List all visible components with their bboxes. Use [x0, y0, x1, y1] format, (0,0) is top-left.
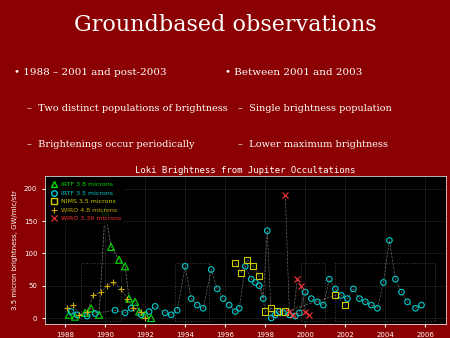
Point	[418, 303, 425, 308]
Point	[260, 296, 267, 301]
Point	[380, 280, 387, 285]
Point	[127, 306, 135, 311]
Bar	[175, 263, 209, 321]
Point	[386, 238, 393, 243]
Point	[404, 299, 411, 305]
Point	[256, 283, 263, 288]
Point	[308, 296, 315, 301]
Point	[238, 270, 245, 275]
Point	[225, 303, 233, 308]
Point	[274, 309, 281, 314]
Point	[264, 228, 271, 234]
Point	[344, 296, 351, 301]
Point	[65, 312, 72, 317]
Point	[272, 312, 279, 317]
Point	[207, 267, 215, 272]
Point	[81, 310, 89, 316]
Point	[350, 286, 357, 292]
Point	[162, 310, 169, 316]
Point	[112, 308, 119, 313]
Point	[292, 313, 299, 319]
Point	[73, 312, 81, 317]
Point	[138, 312, 145, 317]
Point	[256, 273, 263, 279]
Title: Loki Brightness from Jupiter Occultations: Loki Brightness from Jupiter Occultation…	[135, 166, 356, 175]
Point	[141, 312, 149, 317]
Text: –  Two distinct populations of brightness: – Two distinct populations of brightness	[27, 104, 228, 113]
Point	[83, 313, 90, 319]
Point	[392, 276, 399, 282]
Point	[250, 264, 257, 269]
Point	[282, 309, 289, 314]
Point	[122, 264, 129, 269]
Point	[296, 310, 303, 316]
Y-axis label: 3.5 micron brightness, GW/mic/str: 3.5 micron brightness, GW/mic/str	[12, 190, 18, 310]
Point	[182, 264, 189, 269]
Point	[232, 260, 239, 266]
Point	[87, 306, 94, 311]
Text: –  Lower maximum brightness: – Lower maximum brightness	[238, 140, 388, 149]
Text: –  Single brightness population: – Single brightness population	[238, 104, 392, 113]
Point	[145, 309, 153, 314]
Point	[220, 296, 227, 301]
Text: • 1988 – 2001 and post-2003: • 1988 – 2001 and post-2003	[14, 68, 166, 77]
Point	[194, 303, 201, 308]
Point	[148, 315, 155, 321]
Bar	[302, 263, 325, 321]
Point	[398, 289, 405, 295]
Text: • Between 2001 and 2003: • Between 2001 and 2003	[225, 68, 362, 77]
Point	[135, 309, 143, 314]
Point	[174, 308, 181, 313]
Point	[122, 310, 129, 316]
Point	[188, 296, 195, 301]
Point	[72, 314, 79, 319]
Point	[242, 264, 249, 269]
Point	[232, 309, 239, 314]
Bar	[335, 263, 436, 321]
Point	[91, 311, 99, 316]
Point	[108, 244, 115, 249]
Point	[152, 304, 159, 309]
Point	[320, 303, 327, 308]
Point	[116, 257, 123, 263]
Point	[68, 309, 75, 314]
Point	[326, 276, 333, 282]
Point	[262, 309, 269, 314]
Point	[332, 293, 339, 298]
Text: –  Brightenings occur periodically: – Brightenings occur periodically	[27, 140, 194, 149]
Point	[268, 306, 275, 311]
Point	[268, 315, 275, 321]
Point	[368, 303, 375, 308]
Text: Groundbased observations: Groundbased observations	[74, 14, 376, 36]
Point	[214, 286, 221, 292]
Point	[131, 299, 139, 305]
Point	[356, 296, 363, 301]
Point	[314, 299, 321, 305]
Point	[243, 257, 251, 263]
Point	[102, 209, 109, 214]
Bar	[81, 263, 121, 321]
Point	[374, 306, 381, 311]
Point	[302, 289, 309, 295]
Point	[412, 306, 419, 311]
Point	[236, 306, 243, 311]
Point	[342, 303, 349, 308]
Point	[95, 312, 103, 317]
Point	[338, 293, 345, 298]
Legend: IRTF 3.8 microns, IRTF 3.5 microns, NIMS 3.5 microns, WIRO 4.8 microns, WIRO 3.3: IRTF 3.8 microns, IRTF 3.5 microns, NIMS…	[48, 179, 124, 224]
Point	[252, 280, 259, 285]
Point	[248, 276, 255, 282]
Point	[167, 312, 175, 317]
Point	[200, 306, 207, 311]
Point	[332, 286, 339, 292]
Point	[126, 296, 133, 301]
Point	[362, 299, 369, 305]
Point	[280, 310, 287, 316]
Point	[286, 312, 293, 317]
Point	[276, 309, 283, 314]
